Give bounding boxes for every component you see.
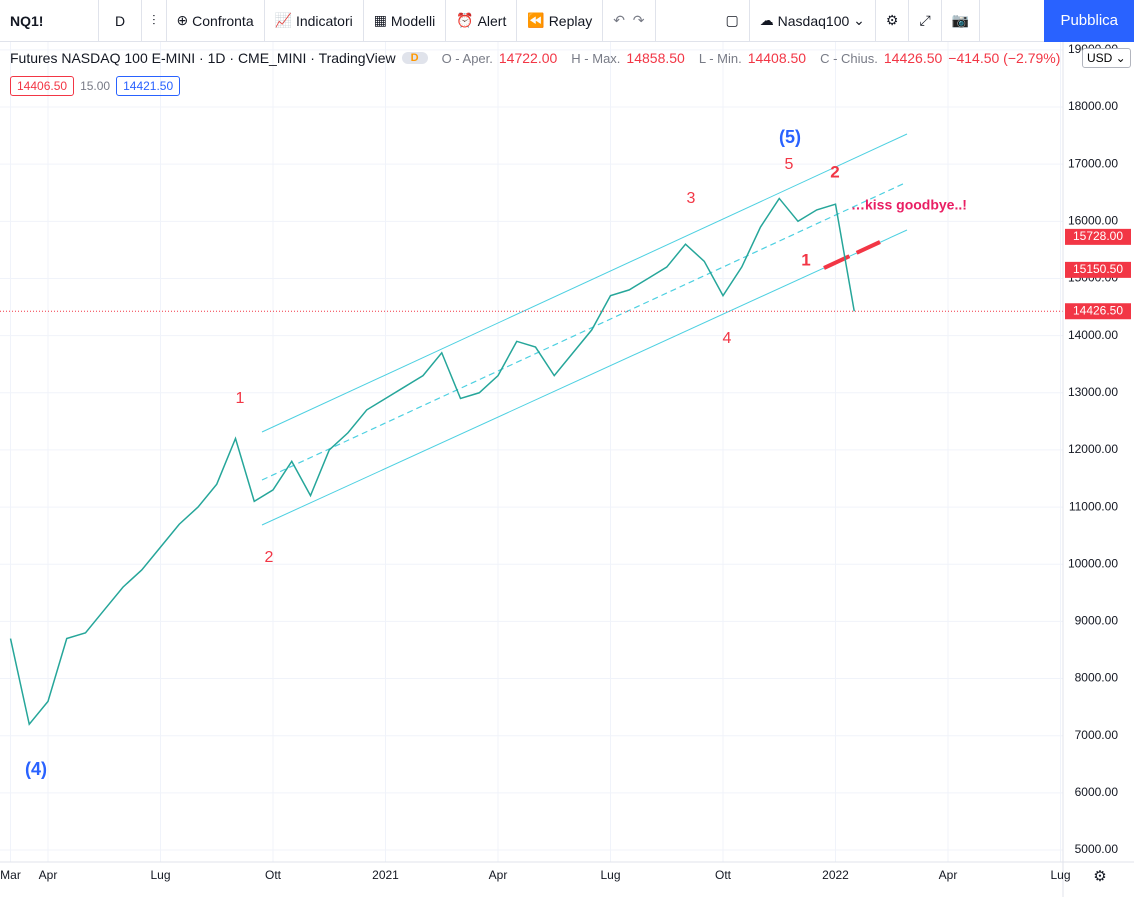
y-tick-label: 17000.00 — [1068, 156, 1118, 170]
ohlc-value: 14858.50 — [626, 50, 685, 66]
ohlc-label: L - Min. — [698, 50, 742, 66]
ohlc-value: 14722.00 — [498, 50, 558, 66]
y-tick-label: 16000.00 — [1068, 213, 1118, 227]
ohlc-value: 14408.50 — [747, 50, 807, 66]
wave-label: (4) — [25, 759, 47, 779]
x-tick-label: 2022 — [822, 868, 849, 882]
ohlc-value: 14426.50 — [883, 50, 943, 66]
legend-badge: D — [401, 52, 428, 64]
settings-icon[interactable]: ⚙ — [1093, 868, 1106, 885]
wave-label: 4 — [723, 330, 732, 347]
ohlc-label: O - Aper. — [441, 50, 493, 66]
ask[interactable]: 14421.50 — [116, 76, 181, 96]
snapshot-button[interactable]: 📷 — [942, 0, 981, 42]
y-tick-label: 13000.00 — [1068, 385, 1118, 399]
symbol[interactable]: NQ1! — [0, 0, 99, 42]
y-tick-label: 6000.00 — [1075, 785, 1119, 799]
y-tick-label: 18000.00 — [1068, 99, 1118, 113]
axes: 5000.00 6000.00 7000.00 8000.00 9000.00 10000… — [0, 42, 1131, 882]
legend-title: Futures NASDAQ 100 E-MINI · 1D · CME_MIN… — [10, 50, 396, 66]
toolbar-button[interactable]: ▦ Modelli — [364, 0, 447, 42]
toolbar-button[interactable]: ⏪ Replay — [517, 0, 604, 42]
y-tick-label: 9000.00 — [1075, 614, 1119, 628]
y-tick-label: 8000.00 — [1075, 671, 1119, 685]
price-label: 15728.00 — [1073, 229, 1123, 243]
wave-label: 1 — [236, 390, 245, 407]
y-tick-label: 14000.00 — [1068, 328, 1118, 342]
grid — [0, 42, 1063, 862]
price-line — [9, 197, 855, 726]
price-label: 15150.50 — [1073, 262, 1123, 276]
button-label: Modelli — [390, 12, 436, 29]
layout-name: Nasdaq100 — [777, 12, 850, 29]
button-label: Confronta — [192, 12, 254, 29]
y-tick-label: 11000.00 — [1069, 499, 1118, 513]
button-label: Replay — [548, 12, 593, 29]
channel-upper — [261, 133, 908, 433]
x-tick-label: Apr — [39, 868, 58, 882]
price-label-box — [1065, 228, 1131, 245]
bid[interactable]: 14406.50 — [10, 76, 75, 96]
wave-label: 1 — [801, 250, 810, 269]
wave-label: (5) — [779, 127, 801, 147]
price-label-box — [1065, 261, 1131, 278]
toolbar-button[interactable]: 📈 Indicatori — [265, 0, 364, 42]
y-tick-label: 12000.00 — [1068, 442, 1118, 456]
legend: Futures NASDAQ 100 E-MINI · 1D · CME_MIN… — [10, 50, 1060, 66]
spread: 15.00 — [80, 79, 111, 93]
wave-label: 5 — [785, 156, 794, 173]
channel-middle — [261, 182, 906, 481]
x-tick-label: Lug — [600, 868, 620, 882]
x-tick-label: Lug — [1050, 868, 1070, 882]
x-tick-label: Mar — [0, 868, 21, 882]
settings-button[interactable]: ⚙ — [876, 0, 910, 42]
x-tick-label: Apr — [489, 868, 508, 882]
x-tick-label: Apr — [939, 868, 958, 882]
wave-label: 2 — [265, 549, 274, 566]
y-tick-label: 10000.00 — [1068, 556, 1118, 570]
x-tick-label: Ott — [715, 868, 732, 882]
price-label: 14426.50 — [1073, 303, 1123, 317]
fullscreen-button[interactable]: ⤢ — [909, 0, 942, 42]
fullscreen-toggle[interactable]: ▢ — [716, 0, 750, 42]
currency-select[interactable]: USD ⌄ — [1082, 48, 1131, 68]
wave-label: 2 — [830, 162, 839, 181]
toolbar: NQ1! D ⫶ ⊕ Confronta 📈 Indicatori ▦ Mode… — [0, 0, 1134, 42]
toolbar-button[interactable]: ⊕ Confronta — [167, 0, 265, 42]
y-tick-label: 7000.00 — [1075, 728, 1119, 742]
interval[interactable]: D — [99, 0, 142, 42]
x-tick-label: Ott — [265, 868, 282, 882]
series — [0, 197, 1063, 726]
publish-button[interactable]: Pubblica — [1044, 0, 1134, 42]
channel-lower — [261, 229, 908, 526]
layout-menu[interactable]: ☁ Nasdaq100 ⌄ — [750, 0, 876, 42]
toolbar-button[interactable]: ⏰ Alert — [446, 0, 518, 42]
ohlc-label: H - Max. — [571, 50, 621, 66]
bid-ask: 14406.50 15.00 14421.50 — [10, 76, 181, 96]
button-label: Indicatori — [295, 12, 353, 29]
currency: USD — [1087, 51, 1113, 65]
retest-line — [823, 240, 881, 270]
y-tick-label: 5000.00 — [1075, 842, 1119, 856]
annotation-text: …kiss goodbye..! — [851, 197, 967, 213]
ohlc-label: C - Chius. — [820, 50, 878, 66]
x-tick-label: 2021 — [372, 868, 399, 882]
undo-redo[interactable]: ↶ ↷ — [603, 0, 656, 42]
wave-label: 3 — [687, 190, 696, 207]
button-label: Alert — [477, 12, 507, 29]
bar-style[interactable]: ⫶ — [142, 0, 167, 42]
change-value: −414.50 (−2.79%) — [948, 50, 1061, 66]
x-tick-label: Lug — [150, 868, 170, 882]
price-label-box — [1065, 303, 1131, 320]
